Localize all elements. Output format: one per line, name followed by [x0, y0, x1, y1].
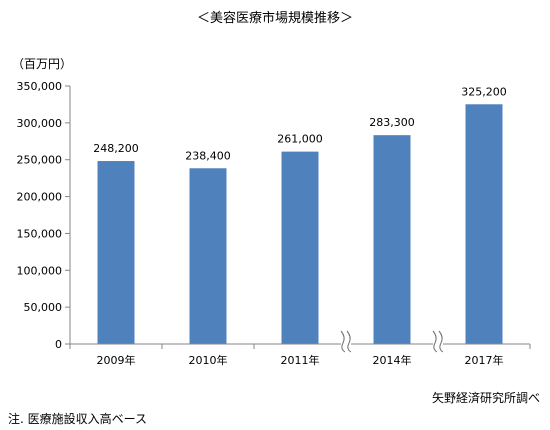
- axis-break-mark: [340, 330, 352, 353]
- data-label: 283,300: [369, 116, 415, 129]
- x-axis: 2009年 2010年 2011年 2014年 2017年: [69, 330, 531, 367]
- data-label: 248,200: [93, 142, 139, 155]
- y-tick-label: 100,000: [17, 264, 63, 277]
- axis-break-mark: [432, 330, 444, 353]
- y-axis: 0 50,000 100,000 150,000 200,000 250,000 300,0…: [17, 80, 71, 351]
- bar: [281, 151, 319, 344]
- bar: [97, 161, 135, 344]
- bar: [189, 168, 227, 344]
- source-note: 矢野経済研究所調べ: [431, 391, 540, 405]
- x-tick-label: 2011年: [281, 353, 320, 367]
- y-tick-label: 300,000: [17, 117, 63, 130]
- y-axis-unit-label: （百万円）: [12, 57, 73, 71]
- bar: [465, 104, 503, 344]
- x-tick-label: 2009年: [97, 353, 136, 367]
- y-tick-label: 150,000: [17, 227, 63, 240]
- y-tick-label: 250,000: [17, 154, 63, 167]
- y-tick-label: 0: [55, 338, 62, 351]
- x-tick-label: 2010年: [189, 353, 228, 367]
- x-tick-label: 2017年: [465, 353, 504, 367]
- footnote: 注. 医療施設収入高ベース: [8, 412, 148, 426]
- data-label: 325,200: [461, 85, 507, 98]
- bar: [373, 135, 411, 344]
- y-tick-label: 200,000: [17, 191, 63, 204]
- data-label: 238,400: [185, 149, 231, 162]
- data-label: 261,000: [277, 133, 323, 146]
- x-tick-label: 2014年: [373, 353, 412, 367]
- y-tick-label: 50,000: [24, 301, 63, 314]
- bars: 248,200 238,400 261,000 283,300 325,200: [93, 85, 507, 344]
- chart-title: ＜美容医療市場規模推移＞: [196, 11, 353, 26]
- y-tick-label: 350,000: [17, 80, 63, 93]
